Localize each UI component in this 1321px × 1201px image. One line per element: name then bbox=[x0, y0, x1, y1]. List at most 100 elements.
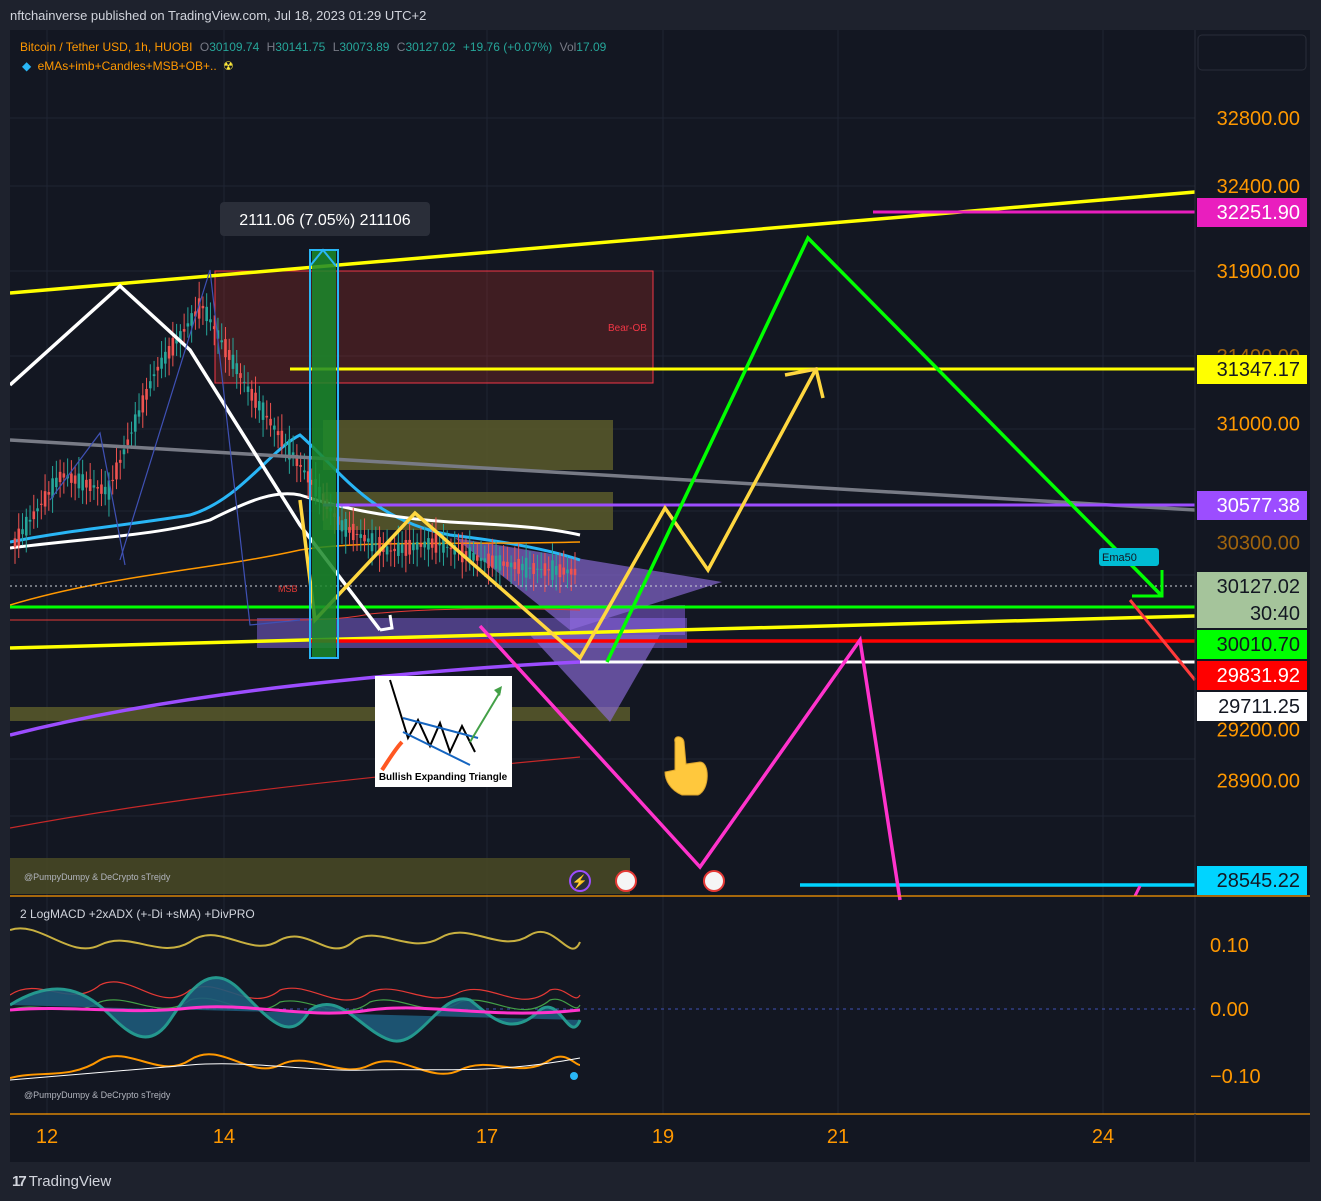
us-flag-event-icon-2[interactable] bbox=[703, 870, 725, 892]
time-tick-2: 17 bbox=[476, 1126, 498, 1148]
legend-low: 30073.89 bbox=[339, 40, 389, 54]
legend-open: 30109.74 bbox=[209, 40, 259, 54]
candle-body bbox=[351, 523, 355, 541]
candle-body bbox=[58, 471, 62, 483]
candle-body bbox=[521, 563, 524, 571]
candle-body bbox=[21, 529, 24, 535]
candle-body bbox=[269, 418, 272, 426]
time-tick-4: 21 bbox=[827, 1126, 849, 1148]
price-label-1: 31347.17 bbox=[1217, 359, 1300, 381]
time-tick-1: 14 bbox=[213, 1126, 235, 1148]
candle-body bbox=[494, 555, 498, 569]
flash-event-icon[interactable] bbox=[569, 870, 591, 892]
candle-body bbox=[164, 351, 167, 364]
candle-body bbox=[374, 543, 378, 546]
price-tick-1: 32400.00 bbox=[1217, 176, 1300, 198]
pink-fragment bbox=[1133, 885, 1142, 897]
candle-body bbox=[479, 557, 483, 561]
candle-body bbox=[284, 443, 287, 445]
candle-body bbox=[288, 439, 291, 460]
candle-body bbox=[539, 569, 543, 571]
price-label-4: 30:40 bbox=[1250, 603, 1300, 625]
candle-body bbox=[378, 537, 381, 556]
candle-body bbox=[498, 555, 502, 571]
candle-body bbox=[220, 340, 224, 343]
candle-body bbox=[528, 567, 532, 569]
candle-body bbox=[438, 543, 441, 546]
candle-body bbox=[122, 449, 126, 455]
price-label-bg-8 bbox=[1197, 866, 1307, 895]
price-tick-4: 29200.00 bbox=[1217, 719, 1300, 741]
candle-body bbox=[118, 459, 122, 463]
scale-settings-box[interactable] bbox=[1197, 34, 1307, 71]
candle-body bbox=[167, 346, 171, 359]
indicator-legend[interactable]: ◆ eMAs+imb+Candles+MSB+OB+.. ☢ bbox=[22, 59, 234, 73]
candle-body bbox=[415, 542, 419, 550]
candle-body bbox=[419, 543, 423, 547]
tradingview-mark-icon: 17 bbox=[12, 1173, 27, 1190]
tradingview-logo[interactable]: 17 TradingView bbox=[12, 1173, 112, 1190]
price-tick-3: 31000.00 bbox=[1217, 414, 1300, 436]
candle-body bbox=[532, 563, 535, 575]
watermark-sub: @PumpyDumpy & DeCrypto sTrejdy bbox=[24, 1090, 171, 1100]
publish-info: nftchainverse published on TradingView.c… bbox=[10, 8, 427, 23]
candle-body bbox=[366, 538, 370, 542]
candle-body bbox=[85, 479, 88, 488]
candle-body bbox=[551, 560, 554, 580]
candle-body bbox=[306, 471, 310, 483]
time-tick-3: 19 bbox=[652, 1126, 674, 1148]
candle-body bbox=[566, 569, 569, 574]
lower-trendline bbox=[9, 614, 1196, 650]
legend-close: 30127.02 bbox=[405, 40, 455, 54]
time-tick-0: 12 bbox=[36, 1126, 58, 1148]
macd-line bbox=[9, 1005, 581, 1015]
candle-body bbox=[389, 550, 393, 552]
candle-body bbox=[175, 339, 178, 344]
candle-body bbox=[303, 470, 306, 473]
chart-canvas[interactable]: Bear-OB 2111.06 (7.05%) 211106 MSB bbox=[8, 30, 1310, 1162]
candle-body bbox=[51, 478, 54, 498]
candle-body bbox=[408, 539, 411, 555]
candle-body bbox=[47, 492, 51, 495]
price-label-8: 28545.22 bbox=[1217, 870, 1300, 892]
us-flag-event-icon[interactable] bbox=[615, 870, 637, 892]
candle-body bbox=[186, 323, 190, 327]
candle-body bbox=[73, 475, 77, 484]
candle-body bbox=[88, 479, 92, 492]
candle-body bbox=[517, 558, 520, 574]
candle-body bbox=[445, 546, 449, 548]
chart-frame[interactable]: Bear-OB 2111.06 (7.05%) 211106 MSB bbox=[8, 30, 1310, 1162]
candle-body bbox=[543, 563, 547, 576]
price-label-bg-2 bbox=[1197, 491, 1307, 520]
diamond-icon: ◆ bbox=[22, 59, 32, 73]
macd-tick-2: −0.10 bbox=[1210, 1066, 1261, 1088]
candle-body bbox=[442, 538, 445, 553]
candle-body bbox=[96, 487, 99, 489]
candle-body bbox=[115, 462, 118, 480]
candle-body bbox=[62, 473, 66, 478]
ema-orange bbox=[9, 541, 581, 606]
candle-body bbox=[24, 516, 28, 536]
candle-body bbox=[179, 331, 182, 341]
candle-body bbox=[40, 503, 43, 505]
green-projection bbox=[605, 234, 1164, 663]
candle-body bbox=[344, 518, 348, 537]
candle-body bbox=[100, 484, 103, 494]
ema-cyan bbox=[9, 433, 581, 562]
pattern-title: Bullish Expanding Triangle bbox=[379, 772, 508, 783]
candle-body bbox=[224, 339, 227, 358]
legend-volume: 17.09 bbox=[576, 40, 606, 54]
publish-header: nftchainverse published on TradingView.c… bbox=[0, 0, 1321, 30]
candle-body bbox=[404, 539, 408, 556]
price-label-5: 30010.70 bbox=[1217, 634, 1300, 656]
candle-body bbox=[547, 569, 550, 571]
candle-body bbox=[137, 410, 141, 417]
candle-body bbox=[103, 486, 107, 495]
radioactive-icon: ☢ bbox=[223, 59, 234, 73]
svg-text:⚡: ⚡ bbox=[572, 874, 588, 890]
ema-white bbox=[9, 492, 581, 550]
candle-body bbox=[239, 373, 242, 378]
candle-body bbox=[558, 564, 562, 578]
candle-body bbox=[43, 491, 47, 507]
candle-body bbox=[242, 381, 246, 383]
